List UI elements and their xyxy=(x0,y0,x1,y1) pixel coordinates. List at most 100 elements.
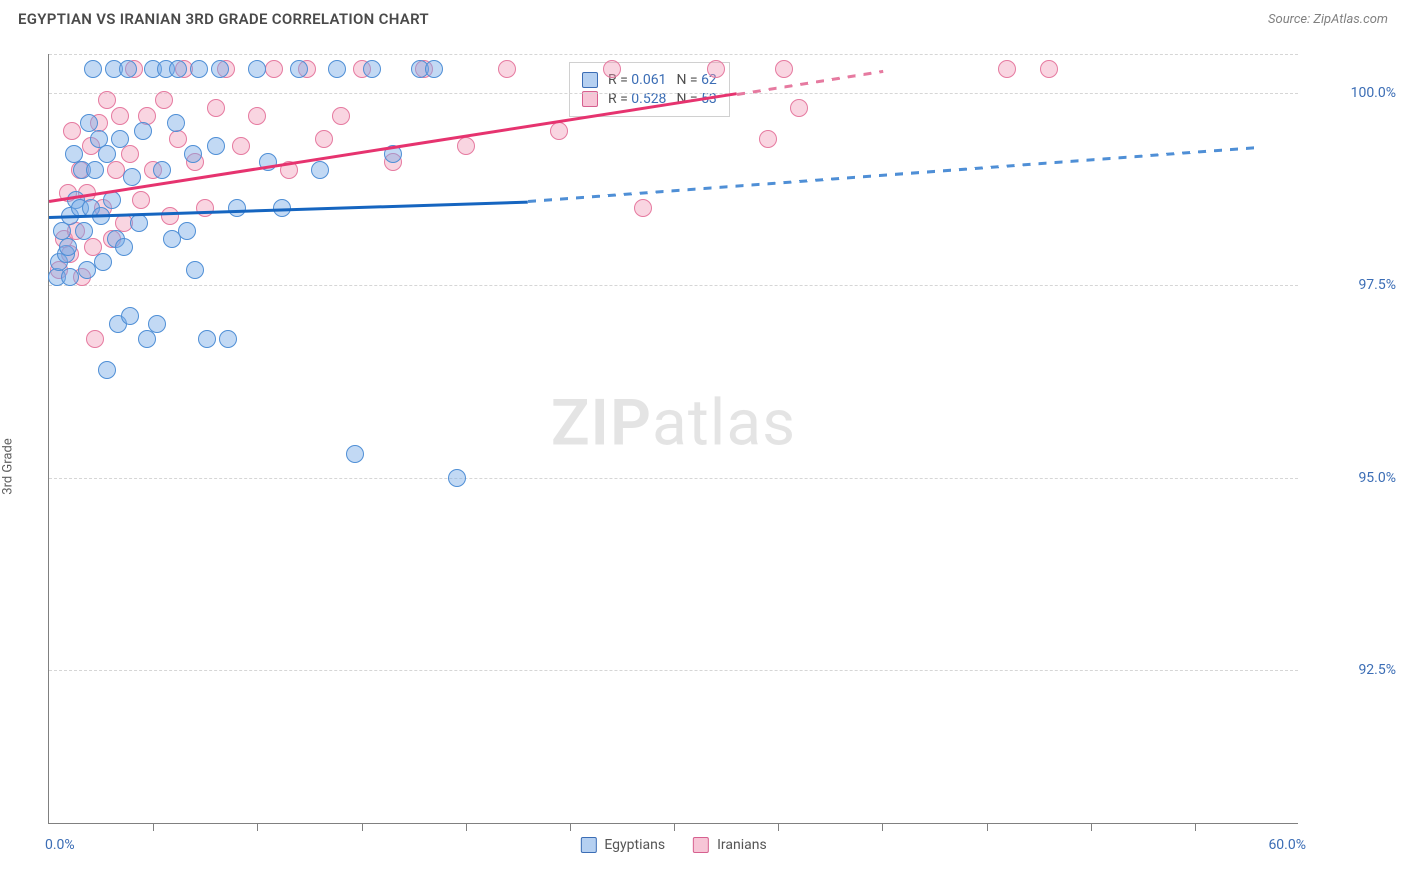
legend-correlation: R = 0.061 N = 62 R = 0.528 N = 53 xyxy=(569,62,730,117)
data-point xyxy=(86,330,104,348)
data-point xyxy=(207,137,225,155)
data-point xyxy=(75,222,93,240)
data-point xyxy=(161,207,179,225)
data-point xyxy=(121,307,139,325)
data-point xyxy=(315,130,333,148)
gridline-h xyxy=(49,285,1298,286)
gridline-h xyxy=(49,54,1298,55)
trend-iranians-extrap xyxy=(736,69,882,95)
data-point xyxy=(98,91,116,109)
data-point xyxy=(207,99,225,117)
data-point xyxy=(248,60,266,78)
data-point xyxy=(498,60,516,78)
data-point xyxy=(228,199,246,217)
x-axis-start: 0.0% xyxy=(45,837,75,853)
x-tick xyxy=(362,823,363,831)
data-point xyxy=(190,60,208,78)
data-point xyxy=(115,238,133,256)
data-point xyxy=(61,268,79,286)
data-point xyxy=(111,107,129,125)
data-point xyxy=(603,60,621,78)
data-point xyxy=(328,60,346,78)
plot-area: ZIPatlas R = 0.061 N = 62 R = 0.528 N = … xyxy=(48,54,1298,824)
data-point xyxy=(346,445,364,463)
x-tick xyxy=(257,823,258,831)
chart-title: EGYPTIAN VS IRANIAN 3RD GRADE CORRELATIO… xyxy=(18,10,429,28)
data-point xyxy=(98,361,116,379)
data-point xyxy=(103,191,121,209)
data-point xyxy=(184,145,202,163)
data-point xyxy=(78,261,96,279)
data-point xyxy=(130,214,148,232)
data-point xyxy=(119,60,137,78)
data-point xyxy=(232,137,250,155)
x-tick xyxy=(987,823,988,831)
legend-series: Egyptians Iranians xyxy=(580,837,766,853)
y-tick-label: 100.0% xyxy=(1306,85,1396,101)
x-tick xyxy=(1091,823,1092,831)
data-point xyxy=(167,114,185,132)
data-point xyxy=(59,238,77,256)
data-point xyxy=(138,330,156,348)
x-tick xyxy=(674,823,675,831)
x-tick xyxy=(570,823,571,831)
y-tick-label: 97.5% xyxy=(1306,277,1396,293)
data-point xyxy=(196,199,214,217)
data-point xyxy=(148,315,166,333)
data-point xyxy=(759,130,777,148)
watermark: ZIPatlas xyxy=(551,386,796,461)
swatch-egyptians-icon xyxy=(580,837,596,853)
data-point xyxy=(186,261,204,279)
data-point xyxy=(121,145,139,163)
data-point xyxy=(311,161,329,179)
trend-egyptians-extrap xyxy=(528,146,1257,202)
data-point xyxy=(332,107,350,125)
data-point xyxy=(178,222,196,240)
data-point xyxy=(94,253,112,271)
data-point xyxy=(134,122,152,140)
gridline-h xyxy=(49,478,1298,479)
data-point xyxy=(84,60,102,78)
data-point xyxy=(425,60,443,78)
data-point xyxy=(707,60,725,78)
data-point xyxy=(1040,60,1058,78)
x-tick xyxy=(466,823,467,831)
data-point xyxy=(290,60,308,78)
data-point xyxy=(790,99,808,117)
swatch-iranians-icon xyxy=(693,837,709,853)
y-tick-label: 92.5% xyxy=(1306,662,1396,678)
data-point xyxy=(634,199,652,217)
data-point xyxy=(86,161,104,179)
data-point xyxy=(98,145,116,163)
data-point xyxy=(550,122,568,140)
data-point xyxy=(998,60,1016,78)
data-point xyxy=(775,60,793,78)
data-point xyxy=(123,168,141,186)
x-tick xyxy=(882,823,883,831)
data-point xyxy=(155,91,173,109)
x-axis-end: 60.0% xyxy=(1268,837,1306,853)
x-tick xyxy=(778,823,779,831)
data-point xyxy=(169,60,187,78)
y-tick-label: 95.0% xyxy=(1306,470,1396,486)
data-point xyxy=(248,107,266,125)
x-tick xyxy=(153,823,154,831)
gridline-h xyxy=(49,93,1298,94)
data-point xyxy=(153,161,171,179)
data-point xyxy=(107,161,125,179)
data-point xyxy=(132,191,150,209)
data-point xyxy=(63,122,81,140)
chart-container: 3rd Grade ZIPatlas R = 0.061 N = 62 R = … xyxy=(0,34,1406,884)
data-point xyxy=(169,130,187,148)
y-axis-label: 3rd Grade xyxy=(1,438,16,494)
data-point xyxy=(448,469,466,487)
data-point xyxy=(111,130,129,148)
legend-iranians-label: Iranians xyxy=(717,837,767,853)
source-label: Source: ZipAtlas.com xyxy=(1268,12,1388,27)
x-tick xyxy=(1195,823,1196,831)
data-point xyxy=(265,60,283,78)
data-point xyxy=(219,330,237,348)
gridline-h xyxy=(49,670,1298,671)
data-point xyxy=(211,60,229,78)
data-point xyxy=(457,137,475,155)
